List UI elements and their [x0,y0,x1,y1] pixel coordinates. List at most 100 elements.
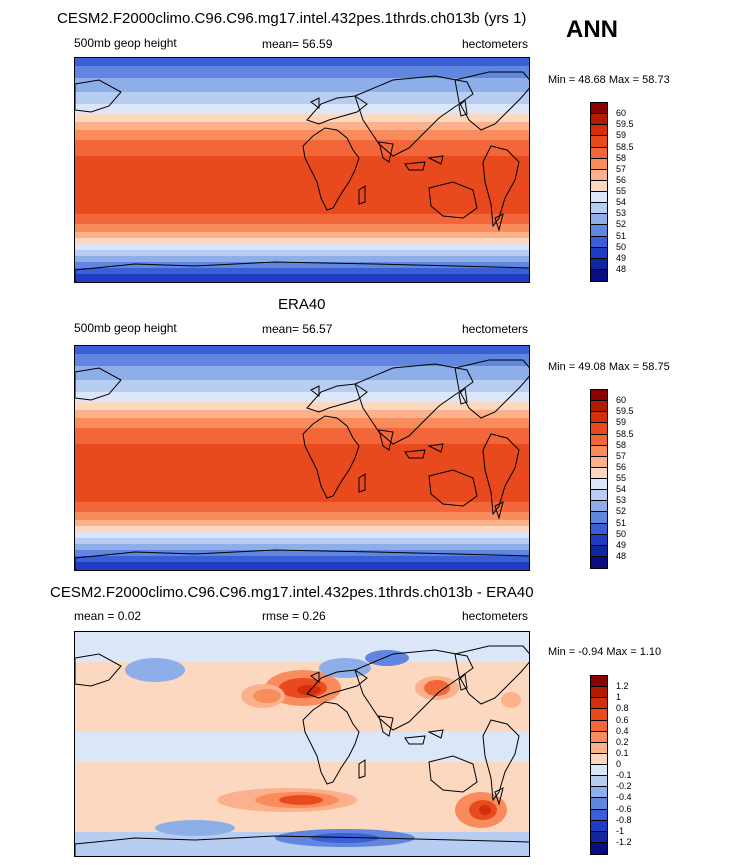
colorbar-label: 52 [616,219,627,230]
contour-band [75,556,529,562]
coastline [358,473,366,493]
colorbar-swatch [591,192,607,204]
coastline [482,433,520,516]
anomaly-contour [171,732,259,756]
contour-band [75,92,529,104]
panel-3-mean: mean = 0.02 [74,609,142,623]
anomaly-contour [297,685,321,695]
coastline [75,549,529,570]
coastline [358,185,366,205]
contour-band [75,232,529,238]
colorbar-swatch [591,103,607,115]
colorbar-swatch [591,423,607,435]
coastline [428,181,478,219]
panel-2-variable: 500mb geop height [74,321,177,335]
contour-band [75,354,529,366]
coastline [494,213,504,232]
contour-band [75,444,529,502]
coastline [482,145,520,228]
colorbar-swatch [591,720,607,732]
colorbar-label: 60 [616,108,627,119]
contour-band [75,544,529,550]
panel-2-colorbar [590,389,608,569]
coastline [458,98,468,117]
coastline [75,653,122,687]
panel-1-map-svg [75,58,529,282]
colorbar-swatch [591,390,607,402]
panel-3-units: hectometers [462,609,529,623]
anomaly-contour [253,689,281,703]
colorbar-swatch [591,687,607,699]
colorbar-swatch [591,820,607,832]
colorbar-label: 58.5 [616,428,634,439]
contour-band [75,214,529,224]
colorbar-swatch [591,731,607,743]
anomaly-contour [399,734,471,754]
colorbar-swatch [591,798,607,810]
colorbar-label: 1.2 [616,681,629,692]
colorbar-label: 57 [616,163,627,174]
panel-1-variable: 500mb geop height [74,36,177,50]
panel-3-map-svg [75,632,529,856]
colorbar-label: 51 [616,230,627,241]
panel-2-units: hectometers [462,322,529,336]
contour-band [75,538,529,544]
colorbar-label: 50 [616,241,627,252]
coastline [310,671,320,683]
panel-3-colorbar [590,675,608,855]
contour-band [75,512,529,520]
coastline [482,719,520,802]
coastline [310,385,320,397]
colorbar-swatch [591,269,607,281]
coastline [75,261,529,282]
anomaly-contour [311,833,379,843]
contour-band [75,66,529,78]
contour-band [75,256,529,262]
coastline [427,155,444,165]
colorbar-label: 48 [616,263,627,274]
colorbar-label: 56 [616,174,627,185]
coastline [458,386,468,405]
contour-band [75,140,529,156]
coastline [404,449,426,459]
contour-band [75,410,529,418]
colorbar-swatch [591,753,607,765]
coastline [306,383,368,413]
colorbar-swatch [591,114,607,126]
panel-1-title: CESM2.F2000climo.C96.C96.mg17.intel.432p… [57,10,527,27]
anomaly-contour [279,795,323,805]
contour-band [75,156,529,214]
anomaly-contour [125,658,185,682]
contour-band [75,550,529,556]
anomaly-contour [155,820,235,836]
coastline [302,127,360,211]
anomaly-contour [424,680,450,696]
colorbar-swatch [591,467,607,479]
panel-2-map [74,345,530,571]
colorbar-swatch [591,456,607,468]
panel-2-map-svg [75,346,529,570]
coastline [75,835,529,856]
contour-band [75,392,529,402]
colorbar-label: 59.5 [616,406,634,417]
coastline [75,79,122,113]
coastline [306,95,368,125]
contour-band [75,130,529,140]
colorbar-label: 49 [616,539,627,550]
colorbar-swatch [591,247,607,259]
coastline [427,443,444,453]
colorbar-swatch [591,412,607,424]
coastline [354,649,474,731]
panel-3-rmse: rmse = 0.26 [262,609,326,623]
colorbar-label: 49 [616,252,627,263]
contour-band [75,78,529,92]
colorbar-swatch [591,742,607,754]
coastline [302,415,360,499]
panel-2-minmax: Min = 49.08 Max = 58.75 [548,361,670,373]
contour-band [75,502,529,512]
colorbar-swatch [591,125,607,137]
colorbar-swatch [591,523,607,535]
coastline [428,755,478,793]
anomaly-contour [135,786,215,806]
colorbar-swatch [591,180,607,192]
